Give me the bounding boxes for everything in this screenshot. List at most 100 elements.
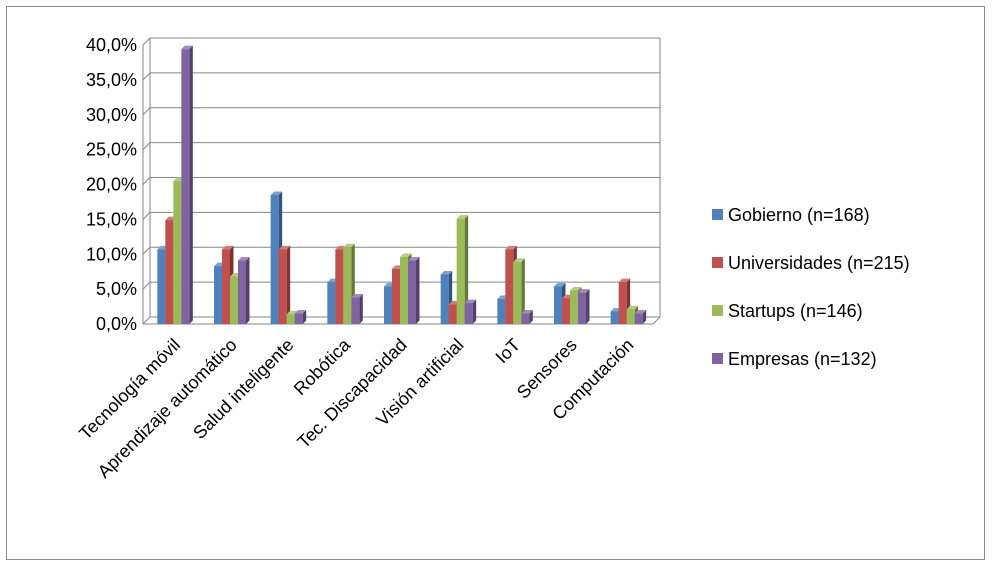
legend: Gobierno (n=168) Universidades (n=215) Sta… [712, 205, 910, 369]
legend-swatch [712, 305, 723, 316]
bar-top [456, 215, 469, 219]
bar-front [505, 249, 514, 324]
bar-front [634, 313, 643, 324]
bar [408, 257, 420, 324]
bar-front [610, 311, 619, 324]
bar [351, 293, 363, 324]
bar-side [286, 245, 291, 324]
bar-top [570, 287, 582, 291]
legend-label: Gobierno (n=168) [728, 205, 870, 225]
bar-front [214, 266, 222, 324]
bar-side [416, 257, 420, 324]
bar-front [464, 303, 473, 324]
floor-edge [652, 316, 661, 325]
bar-front [351, 297, 360, 324]
bar-side [642, 310, 647, 324]
x-tick-label: IoT [492, 335, 525, 368]
bar-front [392, 268, 400, 324]
bar-front [294, 313, 303, 324]
y-tick-label: 10,0% [86, 244, 137, 264]
y-tick-label: 0,0% [96, 314, 137, 334]
gridlines [142, 37, 660, 325]
bar-front [230, 276, 238, 324]
bar-front [335, 249, 344, 324]
bar-top [343, 243, 355, 248]
bar-front [570, 290, 578, 324]
bar [456, 215, 469, 324]
bar-front [440, 274, 449, 324]
y-tick-label: 35,0% [86, 70, 137, 90]
bar-top [222, 245, 234, 250]
bar-front [327, 282, 336, 324]
gridline-depth [142, 107, 151, 116]
bar-top [626, 305, 639, 310]
bar-front [278, 249, 287, 324]
bar-front [618, 282, 627, 324]
legend-label: Universidades (n=215) [728, 253, 910, 273]
bar-side [464, 215, 469, 324]
bar [464, 299, 477, 324]
bar [578, 289, 590, 324]
y-tick-label: 20,0% [86, 175, 137, 195]
bar-side [521, 258, 525, 324]
bar [521, 310, 533, 324]
y-tick-label: 25,0% [86, 140, 137, 160]
bar-top [408, 257, 420, 261]
gridline-depth [142, 212, 151, 220]
bar [294, 310, 307, 324]
bar-top [181, 45, 193, 50]
bar-side [472, 299, 477, 324]
bar-front [448, 304, 457, 324]
bar-side [302, 310, 307, 324]
bar-front [578, 292, 586, 324]
legend-label: Empresas (n=132) [728, 349, 877, 369]
bar-front [400, 257, 408, 324]
bar-front [497, 298, 506, 324]
bar-top [440, 270, 453, 275]
legend-swatch [712, 257, 723, 268]
legend-item: Gobierno (n=168) [712, 205, 870, 225]
y-tick-label: 5,0% [96, 279, 137, 299]
bar-front [181, 49, 190, 325]
bar-top [400, 253, 412, 258]
gridline-depth [142, 246, 151, 255]
bar-side [246, 257, 250, 324]
gridline-depth [142, 72, 151, 81]
bar-side [586, 289, 590, 324]
bar-top [270, 191, 283, 195]
y-tick-label: 40,0% [86, 35, 137, 55]
bar-front [343, 247, 352, 324]
bar [513, 258, 525, 324]
y-tick-label: 30,0% [86, 105, 137, 125]
bar-front [173, 181, 182, 324]
bar-top [554, 282, 566, 287]
bar-front [456, 218, 465, 324]
gridline-depth [142, 37, 151, 46]
bar [181, 45, 193, 325]
bar-front [408, 260, 416, 324]
bar-top [278, 245, 291, 250]
bar-front [270, 194, 279, 324]
bar-front [521, 313, 530, 324]
bar-front [222, 249, 230, 324]
bar-top [351, 293, 363, 298]
bars [157, 45, 647, 325]
x-tick-label: Salud inteligente [189, 335, 297, 443]
y-tick-label: 15,0% [86, 209, 137, 229]
bar-side [189, 45, 193, 325]
bar-side [529, 310, 533, 324]
legend-swatch [712, 353, 723, 364]
bar [278, 245, 291, 324]
bar [238, 257, 250, 324]
chart-frame: 0,0% 5,0% 10,0% 15,0% 20,0% 25,0% 30,0% 35,0% 40… [6, 6, 985, 560]
x-tick-label: Tecnología móvil [75, 335, 184, 444]
bar-top [238, 257, 250, 261]
bar-front [238, 260, 246, 324]
legend-label: Startups (n=146) [728, 301, 863, 321]
bar-front [554, 286, 562, 324]
bar-top [634, 310, 647, 314]
legend-item: Startups (n=146) [712, 301, 863, 321]
bar-chart: 0,0% 5,0% 10,0% 15,0% 20,0% 25,0% 30,0% 35,0% 40… [75, 35, 910, 482]
bar-front [157, 249, 166, 324]
bar [634, 310, 647, 324]
